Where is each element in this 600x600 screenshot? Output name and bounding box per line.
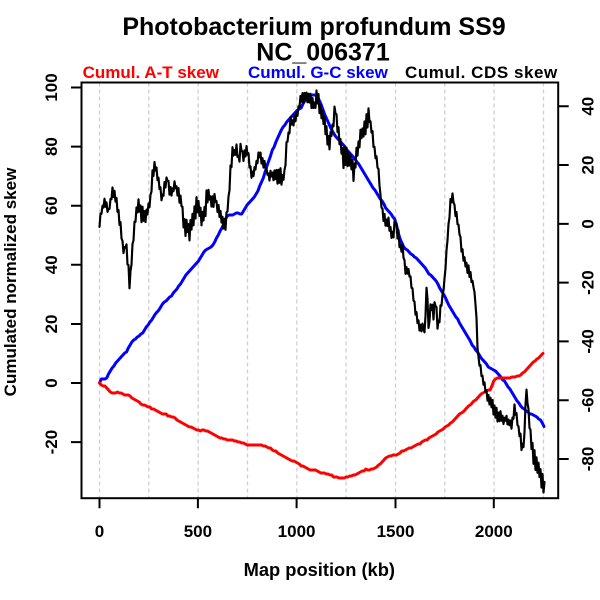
- svg-text:-40: -40: [578, 329, 597, 354]
- svg-text:20: 20: [42, 315, 61, 334]
- svg-text:Cumul. G-C skew: Cumul. G-C skew: [248, 63, 389, 82]
- svg-text:-60: -60: [578, 388, 597, 413]
- svg-text:2000: 2000: [475, 522, 513, 541]
- svg-text:Cumul. A-T skew: Cumul. A-T skew: [83, 63, 220, 82]
- svg-text:Map position (kb): Map position (kb): [244, 559, 395, 580]
- svg-text:Cumulated normalized skew: Cumulated normalized skew: [1, 167, 20, 396]
- svg-text:40: 40: [578, 97, 597, 116]
- svg-text:-20: -20: [578, 270, 597, 295]
- svg-text:Photobacterium profundum SS9: Photobacterium profundum SS9: [122, 13, 505, 41]
- svg-text:1000: 1000: [278, 522, 316, 541]
- svg-text:NC_006371: NC_006371: [256, 39, 390, 67]
- svg-text:-80: -80: [578, 447, 597, 472]
- svg-text:20: 20: [578, 156, 597, 175]
- svg-text:0: 0: [95, 522, 104, 541]
- svg-text:0: 0: [578, 219, 597, 228]
- svg-text:60: 60: [42, 196, 61, 215]
- svg-text:0: 0: [42, 378, 61, 387]
- svg-text:Cumul. CDS skew: Cumul. CDS skew: [405, 63, 558, 82]
- svg-text:-20: -20: [42, 430, 61, 455]
- svg-text:1500: 1500: [377, 522, 415, 541]
- svg-text:80: 80: [42, 137, 61, 156]
- svg-text:500: 500: [184, 522, 212, 541]
- svg-text:100: 100: [42, 73, 61, 101]
- svg-text:40: 40: [42, 255, 61, 274]
